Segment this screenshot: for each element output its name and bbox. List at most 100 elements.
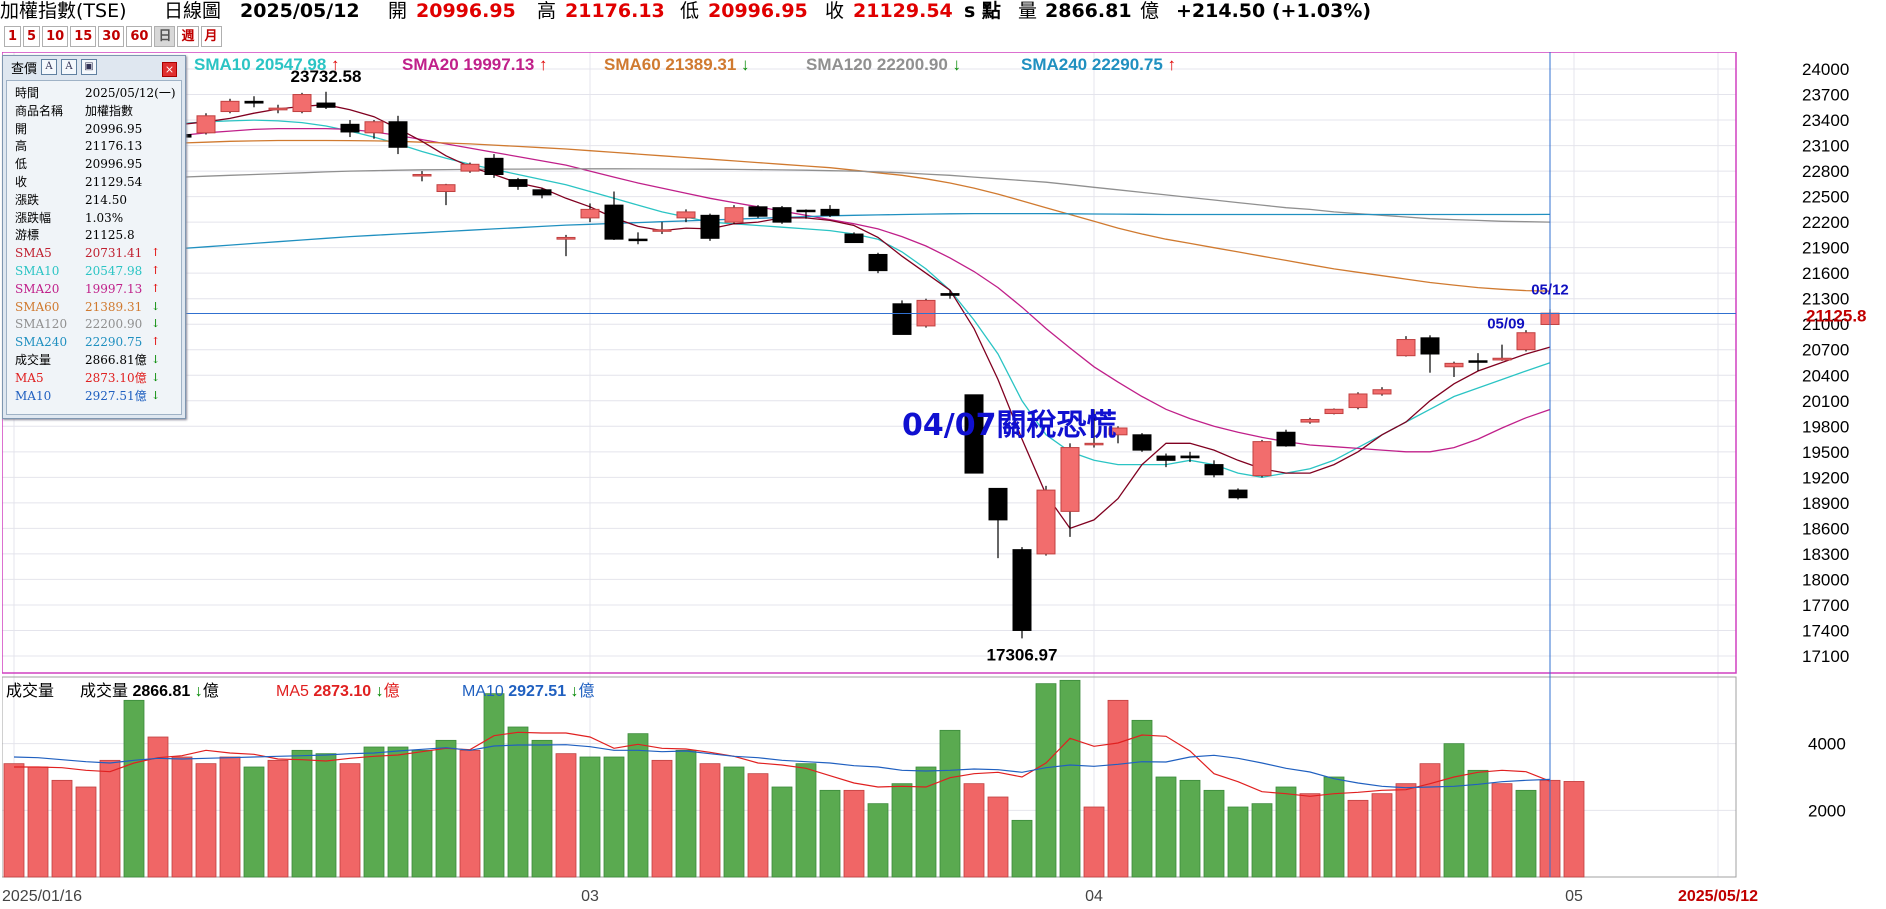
volume-bar[interactable] <box>531 739 553 878</box>
volume-bar[interactable] <box>915 766 937 878</box>
candle[interactable] <box>1204 460 1224 478</box>
volume-bar[interactable] <box>435 739 457 878</box>
volume-bar[interactable] <box>651 759 673 878</box>
period-60min-button[interactable]: 60 <box>126 26 153 47</box>
volume-bar[interactable] <box>675 749 697 878</box>
volume-bar[interactable] <box>1131 719 1153 878</box>
candle[interactable] <box>940 290 960 299</box>
candle[interactable] <box>412 171 432 182</box>
candle[interactable] <box>1012 547 1032 639</box>
candle[interactable] <box>1276 429 1296 447</box>
volume-bar[interactable] <box>1035 683 1057 878</box>
candle[interactable] <box>340 120 360 138</box>
volume-bar[interactable] <box>171 756 193 878</box>
period-month-button[interactable]: 月 <box>200 26 222 47</box>
volume-bar[interactable] <box>99 759 121 878</box>
volume-bar[interactable] <box>1419 763 1441 878</box>
volume-bar[interactable] <box>579 756 601 878</box>
period-1min-button[interactable]: 1 <box>4 26 22 47</box>
candle[interactable] <box>460 162 480 173</box>
stock-chart[interactable]: 24000 23700 23400 23100 22800 22500 22200 21900… <box>2 52 1884 908</box>
volume-bar[interactable] <box>555 753 577 878</box>
volume-bar[interactable] <box>1347 799 1369 878</box>
candle[interactable] <box>316 91 336 109</box>
volume-bar[interactable] <box>1227 806 1249 878</box>
volume-bar[interactable] <box>795 763 817 878</box>
volume-bar[interactable] <box>483 693 505 878</box>
image-icon[interactable]: ▣ <box>81 59 98 75</box>
candle[interactable] <box>1396 336 1416 357</box>
volume-bar[interactable] <box>627 733 649 878</box>
period-week-button[interactable]: 週 <box>177 26 199 47</box>
candle[interactable] <box>508 177 528 190</box>
candle[interactable] <box>892 300 912 335</box>
candle[interactable] <box>772 205 792 224</box>
candle[interactable] <box>1180 451 1200 463</box>
candle[interactable] <box>1372 387 1392 396</box>
volume-bar[interactable] <box>1395 783 1417 878</box>
period-15min-button[interactable]: 15 <box>70 26 97 47</box>
candle[interactable] <box>268 104 288 114</box>
volume-bar[interactable] <box>699 763 721 878</box>
candle[interactable] <box>748 205 768 218</box>
volume-bar[interactable] <box>3 763 25 878</box>
candle[interactable] <box>1228 488 1248 500</box>
candle[interactable] <box>1492 344 1512 361</box>
candle[interactable] <box>436 183 456 206</box>
candle[interactable] <box>1036 485 1056 556</box>
volume-bar[interactable] <box>963 783 985 878</box>
close-icon[interactable]: × <box>162 62 177 77</box>
volume-bar[interactable] <box>843 789 865 878</box>
candle[interactable] <box>988 487 1008 559</box>
candle[interactable] <box>844 232 864 244</box>
volume-bar[interactable] <box>867 803 889 878</box>
volume-bar[interactable] <box>1203 789 1225 878</box>
candle[interactable] <box>532 188 552 199</box>
volume-bar[interactable] <box>1467 769 1489 878</box>
volume-bar[interactable] <box>1299 793 1321 878</box>
volume-bar[interactable] <box>27 766 49 878</box>
candle[interactable] <box>1108 426 1128 444</box>
volume-bar[interactable] <box>1515 789 1537 878</box>
volume-bar[interactable] <box>819 789 841 878</box>
candle[interactable] <box>724 205 744 224</box>
volume-bar[interactable] <box>939 729 961 878</box>
candle[interactable] <box>388 115 408 155</box>
volume-bar[interactable] <box>51 779 73 878</box>
volume-bar[interactable] <box>147 736 169 878</box>
period-10min-button[interactable]: 10 <box>42 26 69 47</box>
candle[interactable] <box>1420 335 1440 373</box>
candle[interactable] <box>1060 443 1080 537</box>
volume-bar[interactable] <box>1155 776 1177 878</box>
candle[interactable] <box>1300 417 1320 424</box>
candle[interactable] <box>820 205 840 218</box>
volume-bar[interactable] <box>123 699 145 878</box>
candle[interactable] <box>1348 392 1368 410</box>
candle[interactable] <box>244 96 264 108</box>
candle[interactable] <box>1252 439 1272 478</box>
volume-bar[interactable] <box>1371 793 1393 878</box>
candle[interactable] <box>604 191 624 241</box>
candle[interactable] <box>628 232 648 245</box>
volume-bar[interactable] <box>459 749 481 878</box>
volume-bar[interactable] <box>1107 699 1129 878</box>
volume-bar[interactable] <box>1059 679 1081 878</box>
candle[interactable] <box>868 252 888 274</box>
candle[interactable] <box>556 234 576 257</box>
font-size-down-icon[interactable]: A <box>61 59 78 75</box>
candle[interactable] <box>484 154 504 178</box>
quote-info-panel[interactable]: 查價 A A ▣ × 時間 2025/05/12(一) 商品名稱 加權指數開 20996… <box>2 55 186 419</box>
candle[interactable] <box>580 203 600 223</box>
candle[interactable] <box>796 209 816 219</box>
candle[interactable] <box>1156 453 1176 468</box>
volume-bar[interactable] <box>291 749 313 878</box>
volume-bar[interactable] <box>987 796 1009 878</box>
candle[interactable] <box>700 213 720 241</box>
candle[interactable] <box>220 98 240 114</box>
volume-bar[interactable] <box>195 763 217 878</box>
volume-bar[interactable] <box>387 746 409 878</box>
volume-bar[interactable] <box>243 766 265 878</box>
volume-bar[interactable] <box>75 786 97 878</box>
candle[interactable] <box>1084 409 1104 448</box>
volume-bar[interactable] <box>771 786 793 878</box>
